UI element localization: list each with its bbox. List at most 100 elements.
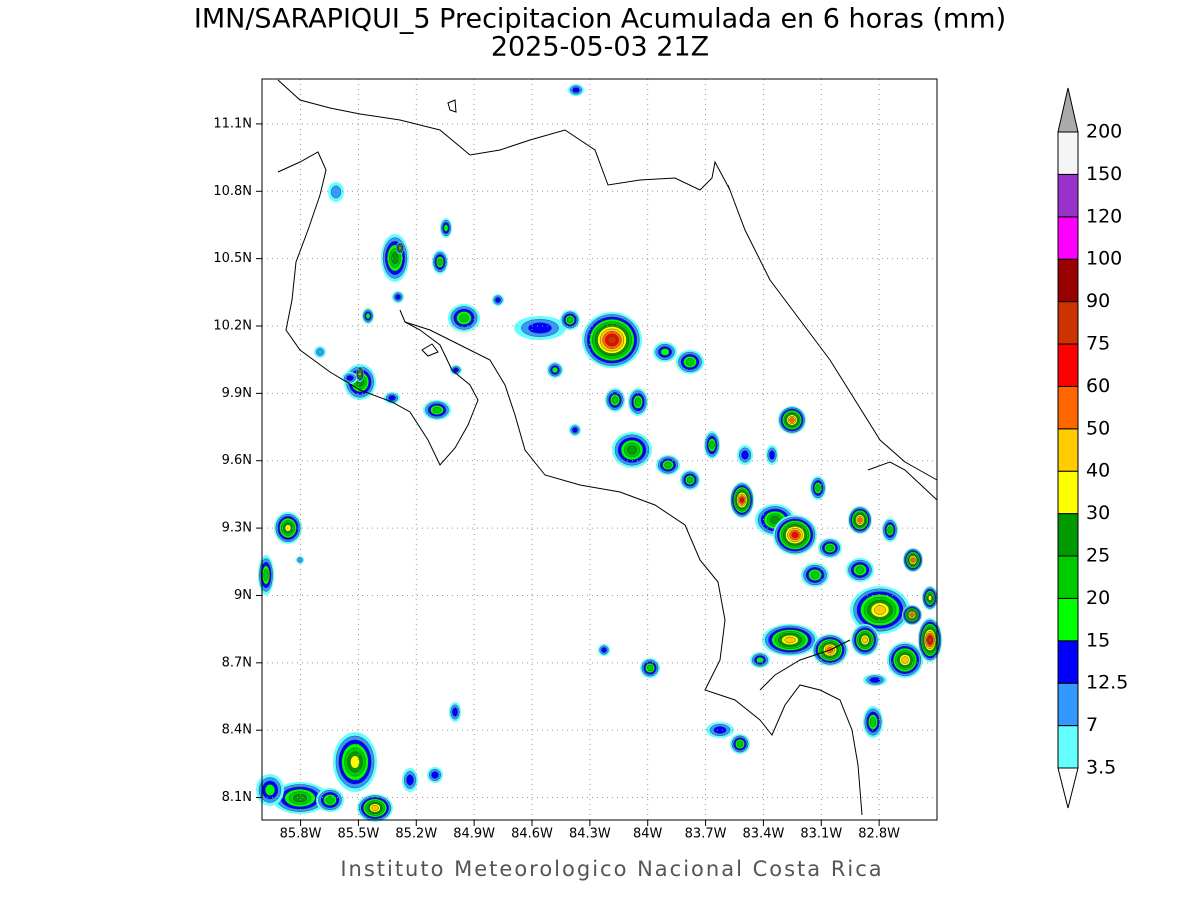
colorbar-label: 100 xyxy=(1086,248,1122,270)
precipitation-contour xyxy=(815,484,821,492)
precipitation-contour xyxy=(350,755,360,769)
precipitation-contour xyxy=(769,450,775,460)
island xyxy=(421,343,439,357)
precipitation-contour xyxy=(756,657,764,663)
island xyxy=(447,99,457,113)
colorbar-box xyxy=(1057,385,1079,430)
precipitation-contour xyxy=(452,707,458,717)
border xyxy=(759,639,851,691)
precipitation-contour xyxy=(634,397,642,407)
precipitation-contour xyxy=(431,771,439,779)
colorbar-label: 60 xyxy=(1086,375,1110,397)
precipitation-contour xyxy=(887,526,893,534)
precipitation-contour xyxy=(910,613,914,617)
precipitation-contour xyxy=(855,566,865,574)
map-subtitle: 2025-05-03 21Z xyxy=(491,32,709,63)
colorbar-box xyxy=(1057,216,1079,260)
x-tick-label: 84W xyxy=(633,827,663,842)
precipitation-contour xyxy=(572,427,578,433)
precipitation-contour xyxy=(358,372,362,376)
precipitation-contour xyxy=(928,595,932,601)
y-tick-label: 9.3N xyxy=(222,521,252,536)
y-tick-label: 8.1N xyxy=(222,790,252,805)
colorbar-box xyxy=(1057,682,1079,727)
colorbar-box xyxy=(1057,343,1079,387)
y-tick-label: 9N xyxy=(234,588,252,603)
colorbar-label: 120 xyxy=(1086,205,1122,227)
precipitation-contour xyxy=(263,569,269,581)
precipitation-contour xyxy=(371,805,379,811)
colorbar-over xyxy=(1057,87,1079,133)
precipitation-contour xyxy=(607,335,617,345)
y-tick-label: 8.7N xyxy=(222,655,252,670)
map-footer: Instituto Meteorologico Nacional Costa R… xyxy=(340,857,883,881)
precipitation-contour xyxy=(664,461,672,469)
y-tick-label: 10.5N xyxy=(213,251,252,266)
precipitation-contour xyxy=(928,636,932,644)
colorbar-box xyxy=(1057,173,1079,218)
precipitation-contour xyxy=(769,515,781,525)
x-tick-label: 84.6W xyxy=(511,827,553,842)
precipitation-contour xyxy=(552,367,558,373)
colorbar-label: 3.5 xyxy=(1086,757,1116,779)
precipitation-contour xyxy=(388,395,396,401)
coastline xyxy=(404,321,863,816)
precipitation-contour xyxy=(406,774,414,786)
precipitation-contour xyxy=(826,544,834,552)
colorbar-label: 75 xyxy=(1086,333,1110,355)
precipitation-contour xyxy=(297,557,303,563)
y-tick-label: 10.2N xyxy=(213,319,252,334)
colorbar-box xyxy=(1057,258,1079,303)
y-tick-label: 11.1N xyxy=(213,116,252,131)
colorbar-box xyxy=(1057,301,1079,345)
precipitation-contour xyxy=(626,445,638,455)
border xyxy=(867,461,938,501)
colorbar-label: 15 xyxy=(1086,629,1110,651)
precipitation-contour xyxy=(739,497,745,503)
colorbar-label: 150 xyxy=(1086,163,1122,185)
colorbar-label: 25 xyxy=(1086,545,1110,567)
colorbar-label: 12.5 xyxy=(1086,672,1128,694)
precipitation-contour xyxy=(784,636,796,644)
colorbar-box xyxy=(1057,513,1079,557)
x-tick-label: 84.3W xyxy=(569,827,611,842)
x-tick-label: 83.1W xyxy=(800,827,842,842)
graticule xyxy=(262,79,937,820)
x-tick-label: 85.2W xyxy=(395,827,437,842)
coastlines xyxy=(277,79,938,816)
precipitation-contour xyxy=(685,358,695,366)
x-tick-label: 82.8W xyxy=(858,827,900,842)
precipitation-contour xyxy=(646,664,654,672)
precipitation-contour xyxy=(453,367,459,373)
precipitation-contour xyxy=(432,406,442,414)
x-tick-label: 84.9W xyxy=(453,827,495,842)
precipitation-contour xyxy=(709,440,715,450)
precipitation-contour xyxy=(869,677,881,683)
precipitation-contour xyxy=(901,656,909,664)
coastline xyxy=(277,151,479,466)
y-tick-label: 9.6N xyxy=(222,453,252,468)
colorbar-under xyxy=(1057,767,1079,809)
colorbar-label: 20 xyxy=(1086,587,1110,609)
colorbar-box xyxy=(1057,428,1079,472)
colorbar: 3.5 7 12.5 15 20 25 30 40 50 60 75 90 100 120 150 200 xyxy=(1057,87,1128,809)
precipitation-contour xyxy=(495,297,501,303)
axes: 85.8W 85.5W 85.2W 84.9W 84.6W 84.3W 84W 83.7W 83… xyxy=(213,116,900,841)
precipitation-contour xyxy=(264,784,276,796)
precipitation-contour xyxy=(391,251,399,265)
precipitation-contour xyxy=(346,375,354,381)
colorbar-box xyxy=(1057,640,1079,684)
y-tick-label: 9.9N xyxy=(222,386,252,401)
precipitation-field xyxy=(256,84,942,822)
precipitation-contour xyxy=(528,322,552,334)
colorbar-box xyxy=(1057,470,1079,515)
precipitation-contour xyxy=(611,396,619,404)
colorbar-label: 40 xyxy=(1086,460,1110,482)
precipitation-contour xyxy=(736,740,744,748)
map-frame xyxy=(261,78,938,821)
x-tick-label: 85.5W xyxy=(338,827,380,842)
colorbar-label: 7 xyxy=(1086,714,1098,736)
colorbar-label: 50 xyxy=(1086,417,1110,439)
colorbar-box xyxy=(1057,131,1079,175)
